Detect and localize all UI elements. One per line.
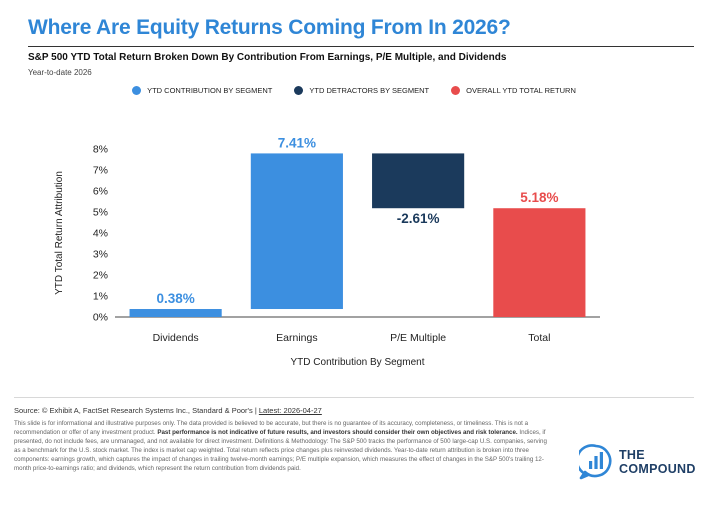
legend: YTD CONTRIBUTION BY SEGMENT YTD DETRACTO… xyxy=(0,86,708,95)
disclaimer-text-a: This slide is for informational and illu… xyxy=(14,420,529,436)
legend-item-total: OVERALL YTD TOTAL RETURN xyxy=(451,86,576,95)
disclaimer-bold: Past performance is not indicative of fu… xyxy=(157,428,518,436)
latest-date-link[interactable]: Latest: 2026-04-27 xyxy=(258,406,322,415)
bar-dividends xyxy=(129,309,222,317)
legend-swatch-contribution xyxy=(132,86,142,95)
legend-item-detractors: YTD DETRACTORS BY SEGMENT xyxy=(294,86,429,95)
brand-line1: THE xyxy=(619,447,645,462)
x-axis-title: YTD Contribution By Segment xyxy=(291,357,425,368)
waterfall-chart: 0% 1% 2% 3% 4% 5% 6% 7% 8% 0.38% Dividends 7.41% Ear… xyxy=(54,135,600,368)
y-axis-title: YTD Total Return Attribution xyxy=(54,171,65,295)
legend-label-detractors: YTD DETRACTORS BY SEGMENT xyxy=(309,86,430,95)
legend-swatch-total xyxy=(451,86,461,95)
y-tick-label: 8% xyxy=(93,144,108,156)
y-tick-label: 7% xyxy=(93,165,108,177)
x-tick-label: Total xyxy=(528,332,550,344)
data-label: 7.41% xyxy=(278,135,316,150)
y-tick-label: 1% xyxy=(93,291,108,303)
legend-item-contribution: YTD CONTRIBUTION BY SEGMENT xyxy=(132,86,272,95)
data-label: 5.18% xyxy=(520,190,558,205)
bar-earnings xyxy=(250,153,343,310)
chart-title: Where Are Equity Returns Coming From In … xyxy=(28,16,511,39)
legend-label-total: OVERALL YTD TOTAL RETURN xyxy=(466,86,576,95)
x-tick-label: P/E Multiple xyxy=(390,332,446,344)
brand-line2: COMPOUND xyxy=(619,462,696,476)
chart-subtitle: S&P 500 YTD Total Return Broken Down By … xyxy=(28,52,507,63)
bar-total xyxy=(493,208,586,317)
y-tick-label: 0% xyxy=(93,312,108,324)
y-tick-label: 5% xyxy=(93,207,108,219)
source-text: Source: © Exhibit A, FactSet Research Sy… xyxy=(14,406,259,415)
legend-label-contribution: YTD CONTRIBUTION BY SEGMENT xyxy=(147,86,273,95)
source-line: Source: © Exhibit A, FactSet Research Sy… xyxy=(14,406,322,415)
title-rule xyxy=(28,46,694,47)
legend-swatch-detractors xyxy=(294,86,304,95)
data-label: 0.38% xyxy=(156,291,194,306)
disclaimer: This slide is for informational and illu… xyxy=(14,420,554,474)
brand-logo: THE COMPOUND xyxy=(579,444,696,480)
y-tick-label: 3% xyxy=(93,249,108,261)
y-tick-label: 4% xyxy=(93,228,108,240)
bar-p-e-multiple xyxy=(372,153,465,209)
disclaimer-text-b: Indices, if presented, do not include fe… xyxy=(14,428,547,472)
period-label: Year-to-date 2026 xyxy=(28,68,92,77)
y-tick-label: 2% xyxy=(93,270,108,282)
x-tick-label: Dividends xyxy=(153,332,199,344)
x-tick-label: Earnings xyxy=(276,332,317,344)
bar-chart-bubble-icon xyxy=(579,444,612,480)
y-tick-label: 6% xyxy=(93,186,108,198)
data-label: -2.61% xyxy=(397,211,440,226)
footer-divider xyxy=(14,397,694,398)
